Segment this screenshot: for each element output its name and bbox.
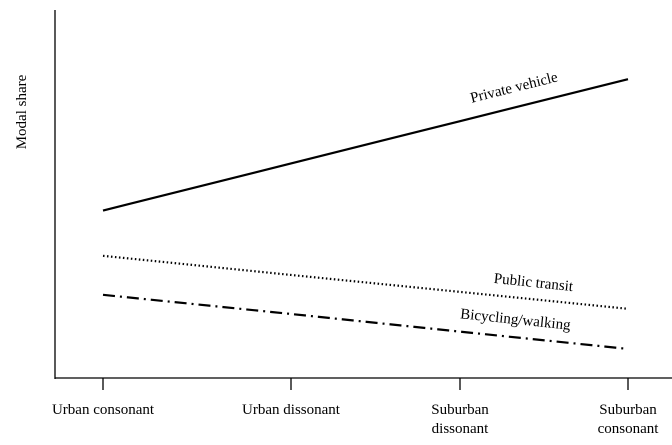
x-tick-label: Urban consonant [51, 402, 155, 418]
x-tick-label: Suburban consonant [597, 402, 659, 437]
x-tick-label: Urban dissonant [242, 402, 340, 418]
line-series [102, 293, 629, 351]
line-series [102, 78, 629, 212]
series-label: Bicycling/walking [459, 306, 571, 334]
x-tick-label: Suburban dissonant [431, 402, 489, 437]
y-axis-label: Modal share [14, 74, 30, 149]
series-label: Public transit [493, 271, 575, 295]
series-label: Private vehicle [469, 69, 560, 106]
